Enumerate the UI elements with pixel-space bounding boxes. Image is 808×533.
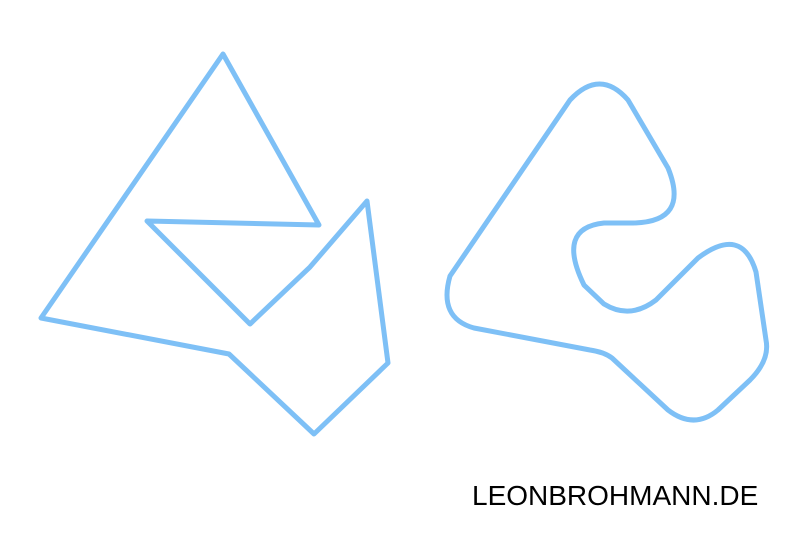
- sharp-corner-polygon: [38, 51, 391, 437]
- watermark-text: LEONBROHMANN.DE: [472, 480, 759, 511]
- rounded-corner-polygon: [444, 81, 770, 423]
